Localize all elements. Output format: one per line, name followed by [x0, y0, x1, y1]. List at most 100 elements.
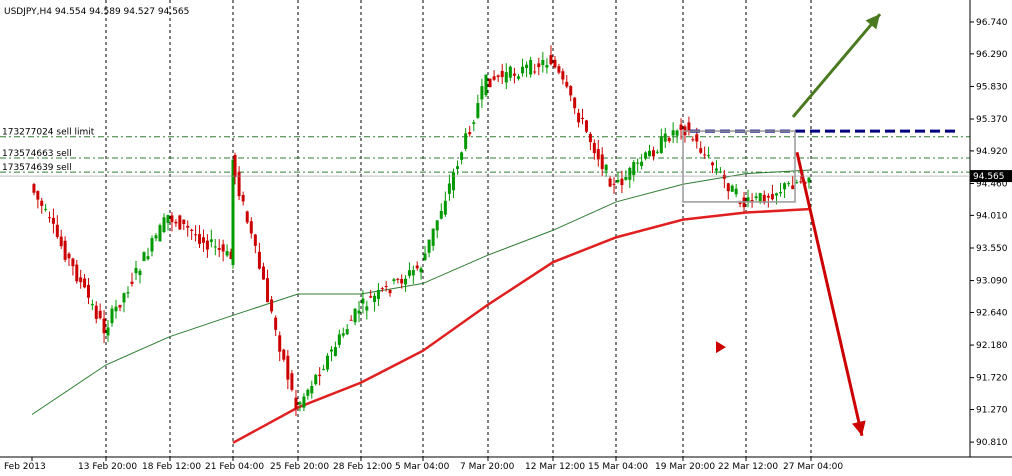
candle-body	[380, 288, 384, 290]
candle-body	[349, 319, 353, 321]
candle-body	[443, 200, 447, 215]
candle-body	[521, 66, 525, 74]
candle-body	[294, 397, 298, 410]
candle-body	[217, 248, 221, 250]
candle-body	[322, 369, 326, 371]
candle-body	[98, 310, 102, 319]
candle-body	[404, 278, 408, 285]
candle-body	[456, 166, 460, 169]
candle-body	[415, 265, 419, 269]
candle-body	[373, 295, 377, 303]
candle-body	[695, 134, 699, 142]
arrow-down-shaft	[795, 151, 864, 437]
candle-body	[722, 174, 726, 179]
candle-body	[278, 335, 282, 352]
candle-body	[241, 195, 245, 202]
candle-body	[711, 162, 715, 166]
candle-body	[298, 402, 302, 405]
y-tick-label: 94.010	[976, 211, 1008, 221]
candle-body	[90, 304, 94, 306]
candle-body	[616, 179, 620, 183]
candle-body	[636, 162, 640, 164]
candle-body	[71, 258, 75, 267]
candle-body	[44, 208, 48, 210]
candle-body	[150, 238, 154, 252]
candle-body	[365, 306, 369, 311]
candle-body	[154, 235, 158, 239]
candle-body	[787, 183, 791, 185]
candle-body	[779, 192, 783, 194]
candle-body	[79, 277, 83, 283]
arrow-up-shaft	[791, 13, 882, 118]
candle-body	[512, 73, 516, 76]
y-tick-label: 91.270	[976, 406, 1008, 416]
candle-body	[400, 279, 404, 284]
y-tick-label: 95.370	[976, 115, 1008, 125]
candle-body	[791, 185, 795, 190]
candle-body	[237, 172, 241, 197]
candle-body	[588, 133, 592, 143]
candle-body	[472, 122, 476, 124]
y-tick-label: 94.460	[976, 180, 1008, 190]
candle-body	[182, 219, 186, 224]
chart-header: USDJPY,H4 94.554 94.589 94.527 94.565	[4, 7, 189, 17]
candle-body	[190, 229, 194, 231]
candle-body	[592, 142, 596, 154]
candle-body	[624, 177, 628, 180]
x-tick-label: 15 Mar 04:00	[588, 462, 648, 472]
candle-body	[734, 188, 738, 195]
candle-body	[384, 286, 388, 288]
candle-body	[496, 75, 500, 78]
candle-body	[687, 122, 691, 132]
candle-body	[754, 196, 758, 199]
candle-body	[484, 74, 488, 96]
candle-body	[126, 292, 130, 294]
candle-body	[667, 138, 671, 142]
candle-body	[659, 136, 663, 154]
candle-body	[651, 150, 655, 157]
candle-body	[730, 185, 734, 192]
candle-body	[549, 55, 553, 65]
candle-body	[345, 329, 349, 335]
candle-body	[774, 193, 778, 196]
candle-body	[357, 310, 361, 314]
y-tick-label: 96.740	[976, 18, 1008, 28]
candle-body	[114, 306, 118, 312]
candle-body	[707, 155, 711, 157]
candle-body	[699, 148, 703, 153]
candle-body	[63, 240, 67, 260]
candle-body	[439, 210, 443, 219]
candle-body	[525, 64, 529, 68]
candle-body	[451, 172, 455, 191]
candle-body	[565, 81, 569, 87]
arrow-up-head	[865, 14, 880, 30]
candle-body	[427, 239, 431, 253]
candle-body	[337, 334, 341, 345]
candle-body	[648, 150, 651, 157]
candle-body	[431, 228, 435, 246]
candle-body	[762, 194, 766, 203]
candle-body	[174, 221, 178, 224]
x-tick-label: 12 Mar 12:00	[525, 462, 585, 472]
candle-body	[83, 278, 87, 288]
candle-body	[655, 151, 659, 153]
candle-body	[110, 308, 114, 324]
candle-body	[326, 355, 330, 370]
candle-body	[581, 117, 585, 120]
x-tick-label: 27 Mar 04:00	[783, 462, 843, 472]
candle-body	[608, 178, 612, 187]
candle-body	[691, 139, 695, 141]
candle-body	[249, 221, 253, 234]
candle-body	[122, 293, 126, 303]
candle-body	[799, 181, 803, 183]
candle-body	[59, 236, 63, 247]
x-tick-label: 7 Mar 20:00	[460, 462, 515, 472]
candle-body	[245, 211, 249, 223]
candle-body	[388, 290, 392, 294]
candle-body	[106, 327, 110, 336]
candle-body	[306, 389, 310, 396]
candle-body	[746, 197, 750, 203]
candle-body	[361, 298, 365, 304]
candle-body	[213, 246, 217, 248]
